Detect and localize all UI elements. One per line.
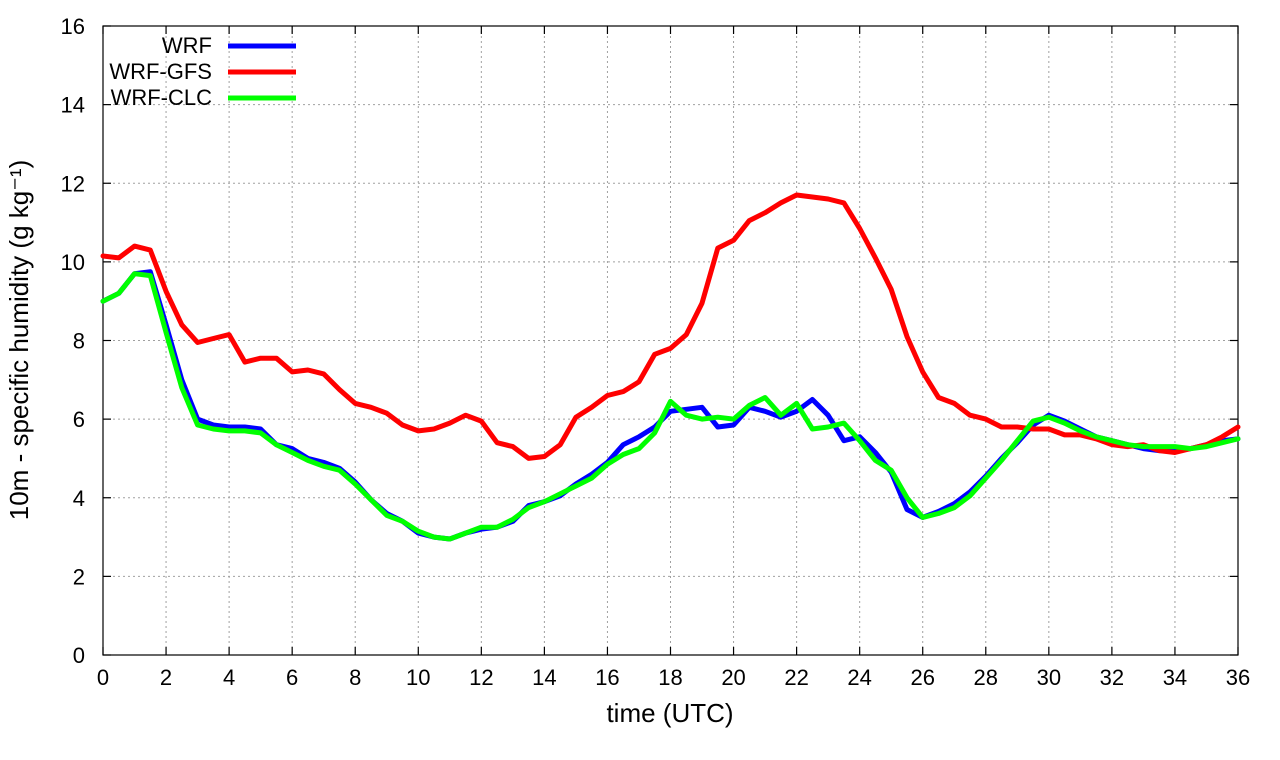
legend-label: WRF <box>162 33 212 58</box>
series-group <box>100 192 1241 542</box>
x-tick-label: 4 <box>223 665 235 690</box>
x-tick-label: 2 <box>160 665 172 690</box>
x-tick-label: 14 <box>532 665 556 690</box>
legend-label: WRF-GFS <box>109 59 212 84</box>
x-tick-label: 0 <box>97 665 109 690</box>
y-tick-label: 14 <box>61 93 85 118</box>
x-tick-label: 16 <box>595 665 619 690</box>
axis-ticks: 0 2 4 6 8 10 12 14 16 18 20 22 24 26 28 30 32 34 360246810… <box>61 14 1251 690</box>
x-tick-label: 10 <box>406 665 430 690</box>
x-tick-label: 26 <box>910 665 934 690</box>
y-tick-label: 10 <box>61 250 85 275</box>
y-tick-label: 8 <box>73 329 85 354</box>
series-line-wrf-gfs <box>100 192 1241 461</box>
x-tick-label: 6 <box>286 665 298 690</box>
y-tick-label: 4 <box>73 486 85 511</box>
y-axis-title: 10m - specific humidity (g kg⁻¹) <box>4 160 34 520</box>
y-tick-label: 0 <box>73 643 85 668</box>
x-tick-label: 32 <box>1100 665 1124 690</box>
y-tick-label: 2 <box>73 564 85 589</box>
x-axis-title: time (UTC) <box>606 698 733 728</box>
x-tick-label: 34 <box>1163 665 1187 690</box>
grid <box>103 26 1238 655</box>
y-tick-label: 16 <box>61 14 85 39</box>
series-line-wrf-clc <box>100 271 1241 542</box>
x-tick-label: 22 <box>784 665 808 690</box>
y-tick-label: 12 <box>61 171 85 196</box>
x-tick-label: 24 <box>847 665 871 690</box>
x-tick-label: 30 <box>1037 665 1061 690</box>
legend-label: WRF-CLC <box>111 85 213 110</box>
x-tick-label: 36 <box>1226 665 1250 690</box>
y-tick-label: 6 <box>73 407 85 432</box>
x-tick-label: 12 <box>469 665 493 690</box>
x-tick-label: 28 <box>974 665 998 690</box>
x-tick-label: 18 <box>658 665 682 690</box>
x-tick-label: 20 <box>721 665 745 690</box>
x-tick-label: 8 <box>349 665 361 690</box>
